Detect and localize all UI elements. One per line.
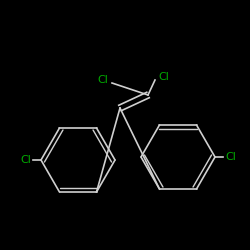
Text: Cl: Cl — [97, 75, 108, 85]
Text: Cl: Cl — [158, 72, 169, 82]
Text: Cl: Cl — [225, 152, 236, 162]
Text: Cl: Cl — [20, 155, 31, 165]
